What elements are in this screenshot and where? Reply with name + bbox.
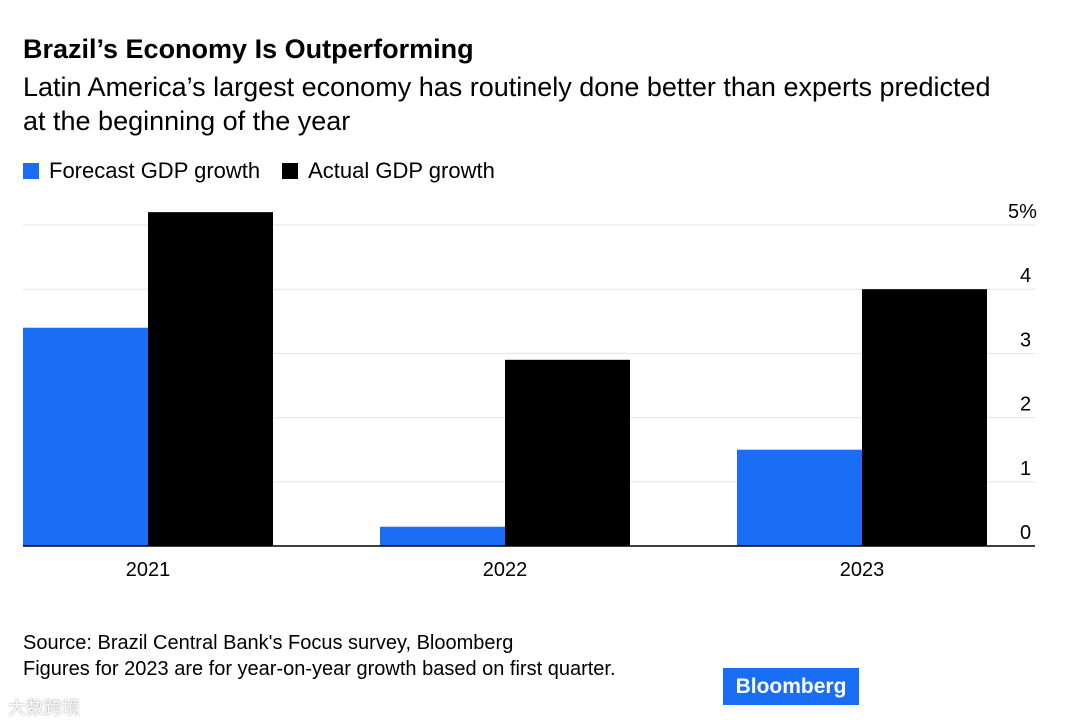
- legend: Forecast GDP growth Actual GDP growth: [23, 158, 517, 184]
- bar-forecast-2022: [380, 526, 505, 546]
- legend-item-actual: Actual GDP growth: [282, 158, 495, 184]
- legend-swatch-forecast: [23, 163, 39, 179]
- legend-label-forecast: Forecast GDP growth: [49, 158, 261, 183]
- x-tick-label: 2023: [840, 559, 885, 581]
- x-tick-label: 2022: [483, 559, 528, 581]
- bar-actual-2023: [862, 289, 987, 546]
- y-tick-label: 4: [1020, 265, 1031, 287]
- legend-label-actual: Actual GDP growth: [308, 158, 495, 183]
- legend-item-forecast: Forecast GDP growth: [23, 158, 260, 184]
- note-line: Figures for 2023 are for year-on-year gr…: [23, 658, 616, 680]
- bloomberg-logo: Bloomberg: [723, 668, 859, 705]
- source-line: Source: Brazil Central Bank's Focus surv…: [23, 632, 514, 654]
- bar-forecast-2021: [23, 327, 148, 546]
- chart-subtitle: Latin America’s largest economy has rout…: [23, 72, 991, 136]
- legend-swatch-actual: [282, 163, 299, 179]
- watermark: 大数跨境: [8, 698, 80, 718]
- y-tick-label: 0: [1020, 522, 1031, 544]
- y-tick-label: 2: [1020, 394, 1031, 416]
- y-tick-label: 5%: [1008, 201, 1037, 223]
- y-tick-label: 3: [1020, 329, 1031, 351]
- bar-forecast-2023: [737, 449, 862, 546]
- y-tick-label: 1: [1020, 458, 1031, 480]
- bar-actual-2022: [505, 359, 630, 546]
- chart-title: Brazil’s Economy Is Outperforming: [23, 34, 474, 64]
- bar-actual-2021: [148, 212, 273, 546]
- x-tick-label: 2021: [126, 559, 171, 581]
- source-note: Source: Brazil Central Bank's Focus surv…: [23, 630, 643, 682]
